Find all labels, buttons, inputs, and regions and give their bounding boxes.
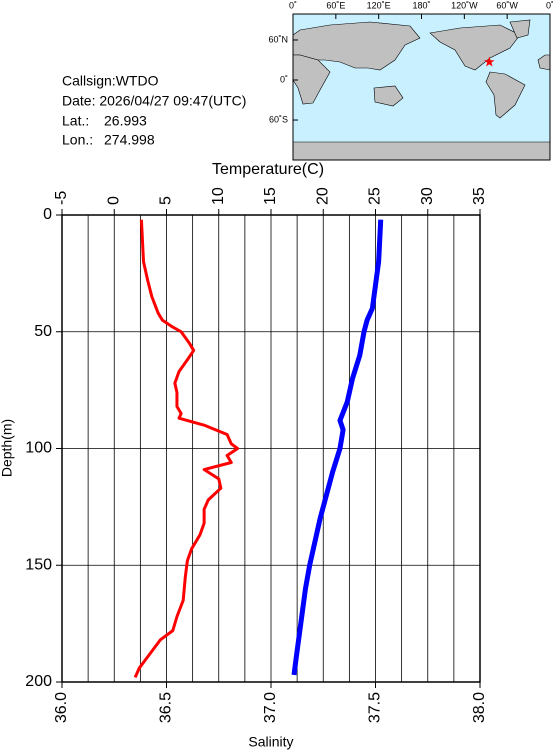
- x2-tick-label: 38.0: [471, 692, 488, 723]
- callsign: Callsign:WTDO: [62, 73, 159, 89]
- date: Date: 2026/04/27 09:47(UTC): [62, 93, 246, 109]
- south-america: [485, 71, 526, 119]
- map-x-tick-label: 60˚E: [326, 0, 345, 10]
- north-america: [429, 24, 521, 71]
- map-y-tick-label: 60˚S: [269, 114, 288, 124]
- y-tick-label: 100: [25, 440, 52, 457]
- x2-tick-label: 36.5: [158, 692, 175, 723]
- y-axis-title: Depth(m): [0, 419, 15, 477]
- x-tick-label: 25: [367, 187, 384, 205]
- location-marker: [484, 56, 495, 67]
- x-tick-label: 0: [105, 196, 122, 205]
- map-x-tick-label: 120˚W: [451, 0, 478, 10]
- map-x-tick-label: 180˚: [412, 0, 430, 10]
- x-tick-label: 20: [314, 187, 331, 205]
- x2-axis-title: Salinity: [248, 734, 293, 750]
- greenland: [509, 19, 531, 39]
- x2-tick-label: 37.0: [262, 692, 279, 723]
- x-tick-label: -5: [53, 191, 70, 205]
- map: 0˚ 60˚E 120˚E 180˚ 120˚W 60˚W 0˚ 60˚N 0˚ 60˚S: [268, 0, 553, 161]
- x-tick-label: 35: [471, 187, 488, 205]
- y-tick-label: 200: [25, 673, 52, 690]
- lon-label: Lon.:: [62, 132, 93, 148]
- x2-tick-label: 37.5: [367, 692, 384, 723]
- antarctica: [292, 141, 551, 161]
- map-x-tick-label: 0˚: [289, 0, 297, 10]
- profile-line: [291, 219, 384, 676]
- x-tick-label: 10: [210, 187, 227, 205]
- x-axis-title: Temperature(C): [212, 161, 324, 178]
- map-y-tick-label: 0˚: [280, 74, 288, 84]
- map-x-tick-label: 0˚: [546, 0, 553, 10]
- map-y-tick-label: 60˚N: [268, 34, 288, 44]
- land: [292, 19, 551, 161]
- x2-tick-label: 36.0: [53, 692, 70, 723]
- x-tick-label: 30: [419, 187, 436, 205]
- y-tick-label: 50: [34, 323, 52, 340]
- lon: 274.998: [104, 132, 155, 148]
- x-tick-label: 5: [158, 196, 175, 205]
- map-x-tick-label: 120˚E: [367, 0, 391, 10]
- x-tick-label: 15: [262, 187, 279, 205]
- profile-line: [133, 219, 240, 678]
- map-x-tick-label: 60˚W: [496, 0, 518, 10]
- africa: [292, 54, 331, 105]
- australia: [373, 85, 404, 107]
- lat: 26.993: [104, 113, 147, 129]
- y-tick-label: 0: [43, 206, 52, 223]
- info: Callsign:WTDO Date: 2026/04/27 09:47(UTC…: [62, 73, 246, 148]
- lat-label: Lat.:: [62, 113, 89, 129]
- y-tick-label: 150: [25, 556, 52, 573]
